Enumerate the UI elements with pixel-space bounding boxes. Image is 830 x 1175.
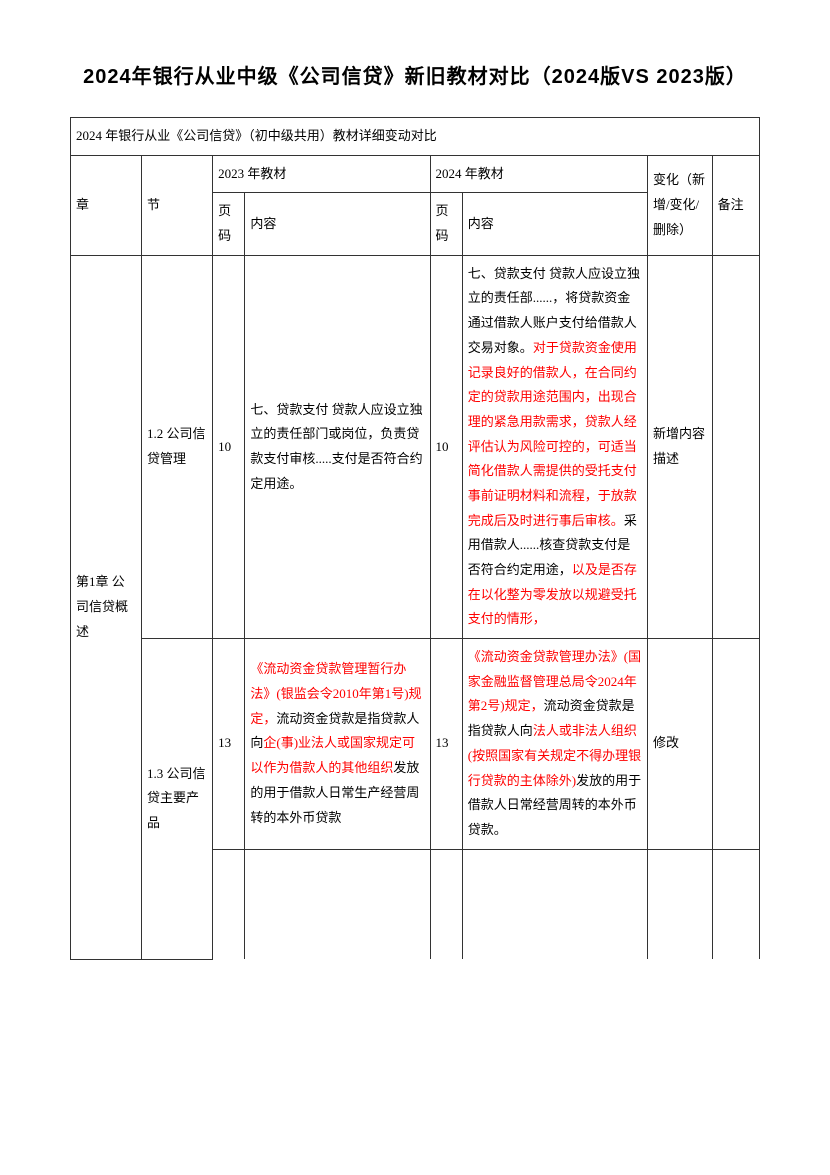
text-highlight: 企(事)业法人或国家规定可以作为借款人的其他组织 — [250, 735, 415, 775]
cell-content-2023: 《流动资金贷款管理暂行办法》(银监会令2010年第1号)规定，流动资金贷款是指贷… — [245, 639, 430, 850]
cell-change: 新增内容描述 — [647, 255, 712, 638]
header-change: 变化（新增/变化/删除） — [647, 155, 712, 255]
cell-page-2024 — [430, 849, 462, 959]
header-page-2023: 页码 — [213, 193, 245, 255]
cell-content-2024 — [462, 849, 647, 959]
header-section: 节 — [142, 155, 213, 255]
cell-content-2024: 七、贷款支付 贷款人应设立独立的责任部......，将贷款资金通过借款人账户支付… — [462, 255, 647, 638]
cell-section: 1.3 公司信贷主要产品 — [142, 639, 213, 960]
header-note: 备注 — [712, 155, 759, 255]
comparison-table: 2024 年银行从业《公司信贷》（初中级共用）教材详细变动对比 章 节 2023… — [70, 117, 760, 960]
header-content-2024: 内容 — [462, 193, 647, 255]
table-row: 1.3 公司信贷主要产品 13 《流动资金贷款管理暂行办法》(银监会令2010年… — [71, 639, 760, 850]
table-header-row-1: 章 节 2023 年教材 2024 年教材 变化（新增/变化/删除） 备注 — [71, 155, 760, 193]
header-chapter: 章 — [71, 155, 142, 255]
cell-page-2024: 13 — [430, 639, 462, 850]
cell-content-2023: 七、贷款支付 贷款人应设立独立的责任部门或岗位，负责贷款支付审核.....支付是… — [245, 255, 430, 638]
table-banner-row: 2024 年银行从业《公司信贷》（初中级共用）教材详细变动对比 — [71, 118, 760, 156]
cell-note — [712, 849, 759, 959]
cell-change — [647, 849, 712, 959]
text: 七、贷款支付 贷款人应设立独立的责任部门或岗位，负责贷款支付审核.....支付是… — [250, 402, 422, 491]
header-2023: 2023 年教材 — [213, 155, 430, 193]
cell-page-2023 — [213, 849, 245, 959]
cell-note — [712, 255, 759, 638]
header-2024: 2024 年教材 — [430, 155, 647, 193]
page-title: 2024年银行从业中级《公司信贷》新旧教材对比（2024版VS 2023版） — [70, 60, 760, 89]
document-page: 2024年银行从业中级《公司信贷》新旧教材对比（2024版VS 2023版） 2… — [0, 0, 830, 1000]
cell-section: 1.2 公司信贷管理 — [142, 255, 213, 638]
banner-end — [712, 118, 759, 156]
cell-page-2024: 10 — [430, 255, 462, 638]
cell-note — [712, 639, 759, 850]
header-content-2023: 内容 — [245, 193, 430, 255]
cell-page-2023: 13 — [213, 639, 245, 850]
cell-chapter: 第1章 公司信贷概述 — [71, 255, 142, 959]
cell-content-2023 — [245, 849, 430, 959]
table-row: 第1章 公司信贷概述 1.2 公司信贷管理 10 七、贷款支付 贷款人应设立独立… — [71, 255, 760, 638]
banner-cell: 2024 年银行从业《公司信贷》（初中级共用）教材详细变动对比 — [71, 118, 713, 156]
cell-page-2023: 10 — [213, 255, 245, 638]
cell-change: 修改 — [647, 639, 712, 850]
text-highlight: 对于贷款资金使用记录良好的借款人，在合同约定的贷款用途范围内，出现合理的紧急用款… — [468, 340, 637, 528]
header-page-2024: 页码 — [430, 193, 462, 255]
cell-content-2024: 《流动资金贷款管理办法》(国家金融监督管理总局令2024年第2号)规定，流动资金… — [462, 639, 647, 850]
